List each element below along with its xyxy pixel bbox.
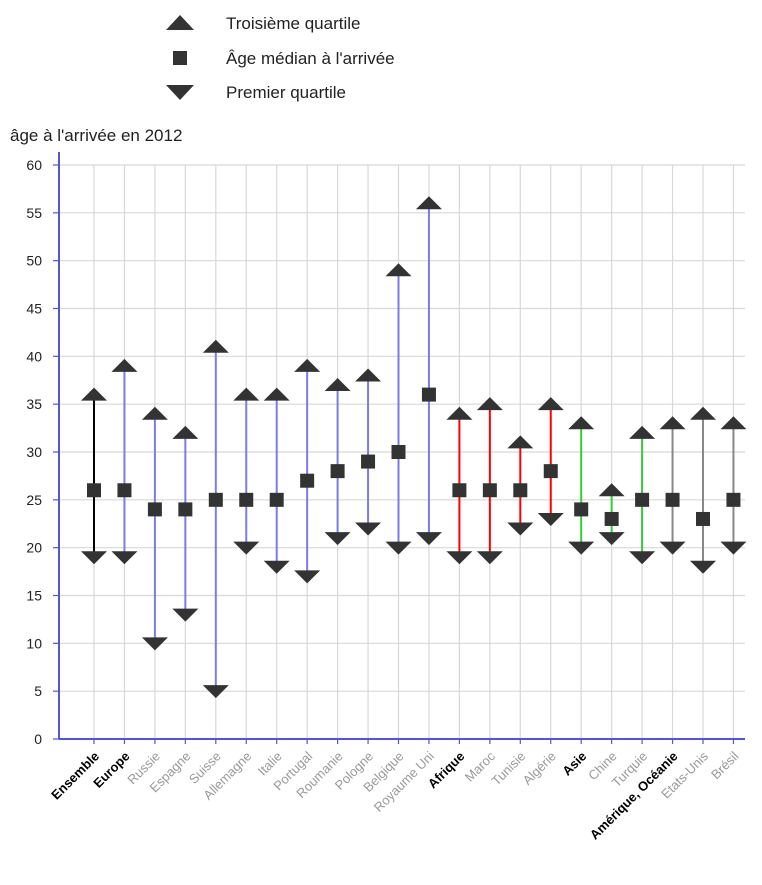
y-tick-label: 25 (26, 492, 42, 508)
median-marker (635, 492, 650, 507)
q3-marker (507, 435, 534, 449)
y-tick-label: 55 (26, 205, 42, 221)
q3-marker (720, 416, 747, 430)
legend-label: Troisième quartile (226, 14, 360, 33)
q3-marker (202, 339, 229, 353)
q3-marker (233, 387, 260, 401)
q3-marker (446, 406, 473, 420)
q3-marker (415, 196, 442, 210)
median-marker (726, 492, 741, 507)
median-marker (361, 454, 376, 469)
q3-marker (690, 406, 716, 420)
q3-marker (537, 397, 564, 411)
x-tick-label: Algérie (520, 749, 559, 788)
legend-marker-triangle-down (166, 85, 194, 100)
x-tick-label: Tunisie (489, 749, 529, 789)
q1-marker (172, 608, 199, 622)
y-tick-label: 15 (26, 588, 42, 604)
median-marker (208, 492, 223, 507)
y-tick-label: 20 (26, 540, 42, 556)
q3-marker (476, 397, 503, 411)
y-tick-label: 45 (26, 301, 42, 317)
x-tick-label: Brésil (708, 748, 742, 782)
median-marker (604, 511, 619, 526)
data-marks (81, 196, 747, 699)
median-marker (147, 502, 162, 517)
q3-marker (385, 263, 412, 277)
q1-marker (659, 541, 686, 555)
q3-marker (172, 425, 199, 439)
axes (58, 152, 745, 740)
y-tick-label: 40 (26, 348, 42, 364)
median-marker (513, 483, 528, 498)
q3-marker (568, 416, 595, 430)
y-axis-ticks: 0 5 10 15 20 25 30 35 40 45 50 55 60 (26, 157, 59, 747)
median-marker (300, 473, 315, 488)
median-marker (330, 464, 345, 479)
q1-marker (202, 685, 229, 699)
q1-marker (507, 522, 534, 536)
median-marker (665, 492, 680, 507)
q1-marker (355, 522, 382, 536)
q1-marker (294, 570, 321, 584)
median-marker (452, 483, 467, 498)
median-marker (421, 387, 436, 402)
legend: Troisième quartile Âge médian à l'arrivée… (166, 14, 395, 102)
median-marker (543, 464, 558, 479)
y-tick-label: 0 (34, 731, 42, 747)
legend-marker-square (173, 51, 187, 65)
q1-marker (598, 532, 625, 546)
q1-marker (111, 551, 138, 565)
y-axis-label: âge à l'arrivée en 2012 (10, 126, 182, 145)
median-marker (391, 445, 406, 459)
median-marker (178, 502, 193, 517)
legend-marker-triangle-up (166, 15, 194, 30)
q1-marker (385, 541, 412, 555)
q1-marker (720, 541, 747, 555)
q1-marker (141, 637, 168, 651)
x-axis-ticks: EnsembleEuropeRussieEspagneSuisseAllemag… (48, 739, 742, 842)
q3-marker (598, 483, 625, 497)
median-marker (87, 483, 101, 498)
q1-marker (415, 532, 442, 546)
q1-marker (568, 541, 595, 555)
median-marker (239, 492, 254, 507)
q3-marker (355, 368, 382, 382)
y-tick-label: 50 (26, 253, 42, 269)
q1-marker (476, 551, 503, 565)
legend-label: Âge médian à l'arrivée (226, 49, 395, 68)
q3-marker (111, 358, 138, 372)
y-tick-label: 10 (26, 635, 42, 651)
y-tick-label: 60 (26, 157, 42, 173)
median-marker (482, 483, 497, 498)
x-tick-label: Asie (559, 749, 589, 779)
q1-marker (446, 551, 473, 565)
median-marker (117, 483, 132, 498)
median-marker (574, 502, 589, 517)
q1-marker (233, 541, 260, 555)
q1-marker (690, 560, 716, 574)
q1-marker (263, 560, 290, 574)
q3-marker (294, 358, 321, 372)
q3-marker (629, 425, 656, 439)
q3-marker (81, 387, 107, 401)
q1-marker (629, 551, 656, 565)
legend-label: Premier quartile (226, 83, 346, 102)
q1-marker (324, 532, 351, 546)
median-marker (269, 492, 284, 507)
median-marker (696, 511, 710, 526)
q3-marker (263, 387, 290, 401)
q1-marker (81, 551, 107, 565)
q1-marker (537, 512, 564, 526)
q3-marker (324, 378, 351, 392)
y-tick-label: 30 (26, 444, 42, 460)
q3-marker (659, 416, 686, 430)
q3-marker (141, 406, 168, 420)
y-tick-label: 5 (34, 683, 42, 699)
y-tick-label: 35 (26, 396, 42, 412)
